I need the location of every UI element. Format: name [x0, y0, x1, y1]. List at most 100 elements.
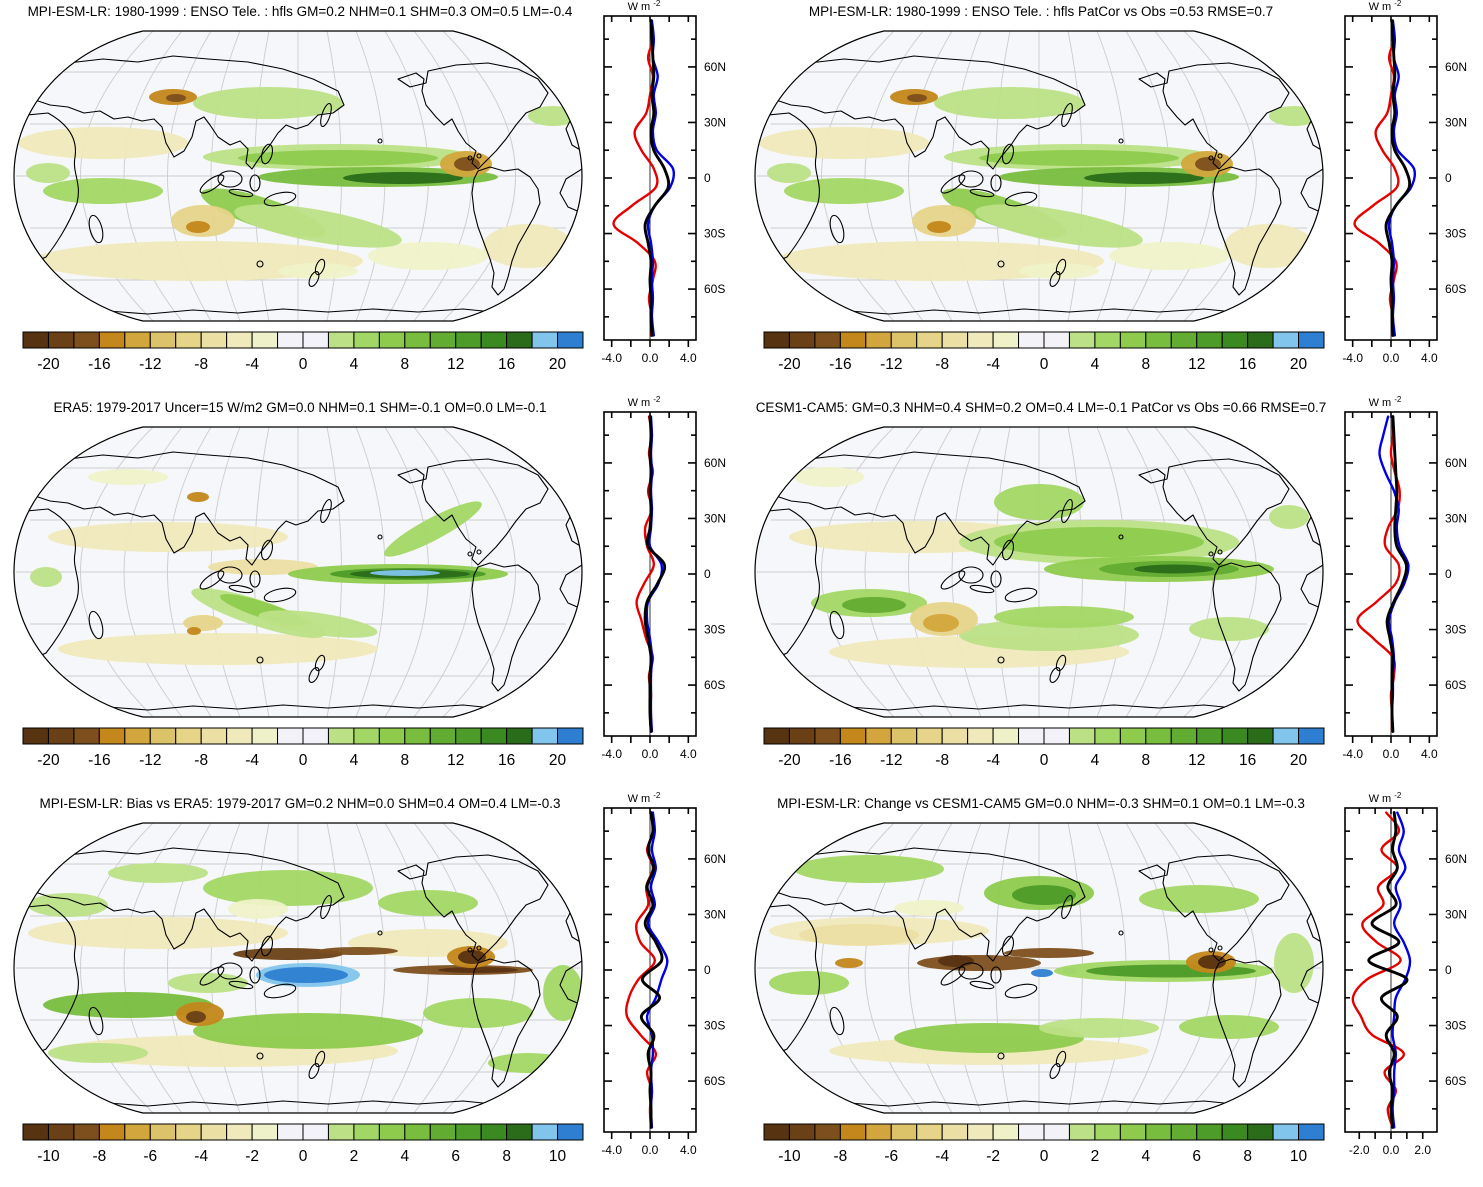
- svg-text:4: 4: [401, 1148, 410, 1165]
- projection-outline: [13, 30, 583, 322]
- colorbar-cells: [763, 727, 1325, 745]
- colorbar-tick-labels: -10 -8 -6 -4 -2 0 2 4 6 8 10: [778, 1148, 1307, 1165]
- panel-3: ERA5: 1979-2017 Uncer=15 W/m2 GM=0.0 NHM…: [0, 396, 742, 791]
- svg-text:0: 0: [1445, 567, 1452, 581]
- world-map: [5, 417, 591, 727]
- svg-text:0: 0: [299, 1148, 308, 1165]
- colorbar: -20 -16 -12 -8 -4 0 4 8 12 16 20: [763, 727, 1325, 777]
- svg-text:-4: -4: [935, 1148, 949, 1165]
- zonal-mean-plot: 60N 30N 0 30S 60S -4.0 0.0 4.0 W m -2: [1337, 396, 1483, 788]
- zonal-labels: 60N 30N 0 30S 60S -4.0 0.0 4.0 W m -2: [601, 0, 726, 365]
- svg-text:-2: -2: [986, 1148, 1000, 1165]
- colorbar-svg: -10 -8 -6 -4 -2 0 2 4 6 8 10: [763, 1123, 1325, 1165]
- colorbar: -10 -8 -6 -4 -2 0 2 4 6 8 10: [22, 1123, 584, 1173]
- svg-text:-12: -12: [139, 752, 161, 769]
- svg-text:-4: -4: [986, 752, 1000, 769]
- svg-text:30N: 30N: [704, 511, 726, 525]
- svg-text:-20: -20: [37, 356, 60, 373]
- world-map-svg: [13, 30, 583, 322]
- svg-text:30S: 30S: [1445, 623, 1466, 637]
- svg-text:4: 4: [1142, 1148, 1151, 1165]
- svg-text:30N: 30N: [704, 115, 726, 129]
- svg-text:16: 16: [498, 752, 515, 769]
- world-map: [746, 417, 1332, 727]
- zonal-series: [625, 811, 669, 1129]
- series-black: [1384, 19, 1412, 337]
- zonal-unit-label: W m -2: [628, 792, 661, 805]
- series-blue: [1387, 19, 1417, 337]
- zonal-axes: [1344, 15, 1438, 347]
- svg-text:12: 12: [1188, 356, 1205, 373]
- anomaly-field: [18, 87, 578, 281]
- svg-text:60N: 60N: [704, 852, 726, 866]
- zonal-series: [612, 19, 676, 337]
- svg-text:4.0: 4.0: [680, 1143, 697, 1157]
- svg-text:0: 0: [1445, 963, 1452, 977]
- panel-5: MPI-ESM-LR: Bias vs ERA5: 1979-2017 GM=0…: [0, 792, 742, 1187]
- svg-text:2: 2: [350, 1148, 359, 1165]
- svg-text:-12: -12: [880, 356, 902, 373]
- svg-text:10: 10: [549, 1148, 567, 1165]
- svg-text:-8: -8: [833, 1148, 847, 1165]
- panel-2: MPI-ESM-LR: 1980-1999 : ENSO Tele. : hfl…: [741, 0, 1483, 395]
- panel-title: MPI-ESM-LR: 1980-1999 : ENSO Tele. : hfl…: [27, 4, 573, 19]
- series-black: [639, 811, 664, 1129]
- svg-text:60N: 60N: [1445, 852, 1467, 866]
- svg-text:30N: 30N: [1445, 907, 1467, 921]
- colorbar-cells: [763, 1123, 1325, 1141]
- panel-title: CESM1-CAM5: GM=0.3 NHM=0.4 SHM=0.2 OM=0.…: [755, 400, 1327, 415]
- svg-text:60N: 60N: [1445, 60, 1467, 74]
- zonal-axes: [1344, 807, 1438, 1139]
- zonal-plot-svg: 60N 30N 0 30S 60S -4.0 0.0 4.0 W m -2: [1342, 0, 1467, 365]
- zonal-series: [1356, 415, 1410, 733]
- svg-text:-8: -8: [935, 752, 949, 769]
- colorbar-cells: [22, 1123, 584, 1141]
- panel-title: MPI-ESM-LR: Change vs CESM1-CAM5 GM=0.0 …: [777, 796, 1305, 811]
- svg-text:0: 0: [704, 963, 711, 977]
- svg-text:12: 12: [447, 752, 464, 769]
- svg-text:0: 0: [704, 171, 711, 185]
- coastlines: [756, 840, 1323, 1108]
- svg-text:60S: 60S: [704, 282, 725, 296]
- svg-text:-4: -4: [245, 752, 259, 769]
- svg-text:-4.0: -4.0: [601, 1143, 622, 1157]
- zonal-plot-svg: 60N 30N 0 30S 60S -4.0 0.0 4.0 W m -2: [601, 396, 726, 761]
- colorbar-tick-labels: -20 -16 -12 -8 -4 0 4 8 12 16 20: [37, 752, 566, 769]
- svg-text:0: 0: [1445, 171, 1452, 185]
- zonal-unit-label: W m -2: [628, 0, 661, 13]
- svg-text:-20: -20: [37, 752, 60, 769]
- colorbar-tick-labels: -10 -8 -6 -4 -2 0 2 4 6 8 10: [37, 1148, 566, 1165]
- svg-text:-8: -8: [935, 356, 949, 373]
- svg-text:0.0: 0.0: [1383, 351, 1400, 365]
- svg-text:-6: -6: [143, 1148, 157, 1165]
- colorbar-svg: -20 -16 -12 -8 -4 0 4 8 12 16 20: [763, 727, 1325, 769]
- colorbar-tick-labels: -20 -16 -12 -8 -4 0 4 8 12 16 20: [778, 752, 1307, 769]
- colorbar: -10 -8 -6 -4 -2 0 2 4 6 8 10: [763, 1123, 1325, 1173]
- world-map-svg: [13, 426, 583, 718]
- svg-text:30N: 30N: [1445, 511, 1467, 525]
- svg-text:-2: -2: [245, 1148, 259, 1165]
- world-map-svg: [13, 822, 583, 1114]
- svg-text:30S: 30S: [1445, 1019, 1466, 1033]
- svg-text:4: 4: [350, 356, 359, 373]
- zonal-axes: [603, 807, 697, 1139]
- projection-outline: [13, 822, 583, 1114]
- svg-text:0: 0: [704, 567, 711, 581]
- colorbar-cells: [22, 331, 584, 349]
- svg-text:0: 0: [1040, 1148, 1049, 1165]
- zonal-mean-plot: 60N 30N 0 30S 60S -2.0 0.0 2.0 W m -2: [1337, 792, 1483, 1184]
- anomaly-field: [759, 87, 1319, 281]
- svg-text:-20: -20: [778, 752, 801, 769]
- svg-text:60S: 60S: [1445, 1074, 1466, 1088]
- panel-1: MPI-ESM-LR: 1980-1999 : ENSO Tele. : hfl…: [0, 0, 742, 395]
- colorbar-svg: -20 -16 -12 -8 -4 0 4 8 12 16 20: [22, 727, 584, 769]
- zonal-unit-label: W m -2: [1369, 396, 1402, 409]
- world-map: [5, 21, 591, 331]
- svg-text:0: 0: [299, 752, 308, 769]
- zonal-mean-plot: 60N 30N 0 30S 60S -4.0 0.0 4.0 W m -2: [596, 396, 742, 788]
- zonal-plot-svg: 60N 30N 0 30S 60S -4.0 0.0 4.0 W m -2: [601, 792, 726, 1157]
- svg-text:4: 4: [1091, 752, 1100, 769]
- world-map: [746, 21, 1332, 331]
- svg-text:30S: 30S: [704, 227, 725, 241]
